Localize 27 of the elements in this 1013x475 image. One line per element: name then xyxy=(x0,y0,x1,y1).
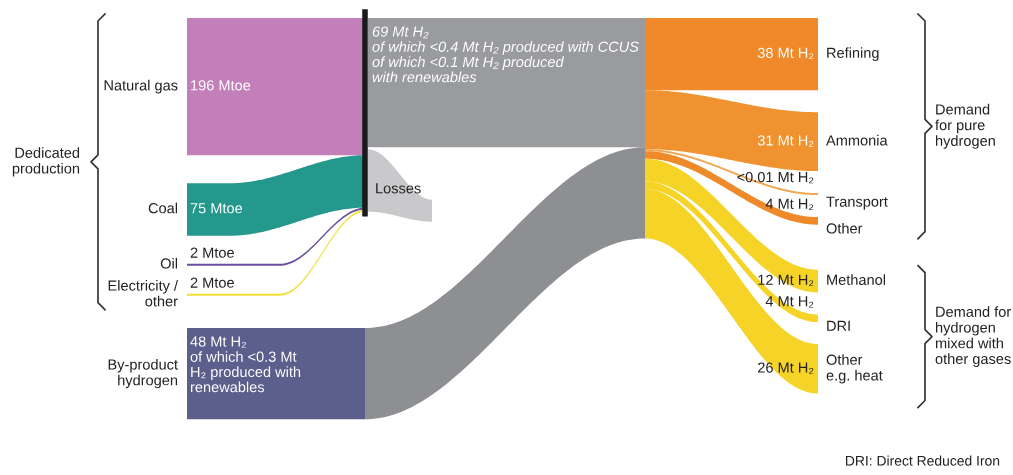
category-label: Other e.g. heat xyxy=(826,354,883,384)
category-label: Other xyxy=(826,222,863,234)
category-label: Natural gas xyxy=(104,79,178,94)
data-label: 48 Mt H₂ of which <0.3 Mt H₂ produced with renewables xyxy=(190,336,301,393)
category-label: Refining xyxy=(827,47,879,61)
data-label: 2 Mtoe xyxy=(190,247,234,258)
category-label: By-product hydrogen xyxy=(108,358,178,389)
data-label: 26 Mt H₂ xyxy=(758,362,814,374)
data-label: 75 Mtoe xyxy=(190,203,243,214)
category-label: Transport xyxy=(826,196,888,210)
category-label: Coal xyxy=(148,202,178,214)
category-label: DRI xyxy=(827,320,850,331)
data-label: 12 Mt H₂ xyxy=(758,274,814,287)
text: Losses xyxy=(376,183,421,194)
text: Dedicated production xyxy=(12,147,80,177)
category-label: Oil xyxy=(160,257,178,269)
text: 69 Mt H₂ of which <0.4 Mt H₂ produced with CCUS of which <0.1 Mt H₂ produced with renewables xyxy=(372,26,639,83)
text: Demand for hydrogen mixed with other gases xyxy=(935,306,1011,367)
category-label: Electricity / other xyxy=(108,280,178,307)
data-label: 31 Mt H₂ xyxy=(757,135,814,147)
data-label: 38 Mt H₂ xyxy=(757,47,814,60)
data-label: 196 Mtoe xyxy=(191,80,251,91)
data-label: 2 Mtoe xyxy=(190,277,234,288)
category-label: Ammonia xyxy=(826,134,888,146)
text: DRI: Direct Reduced Iron xyxy=(846,455,1000,466)
category-label: Methanol xyxy=(827,274,886,286)
text: Demand for pure hydrogen xyxy=(935,103,995,149)
